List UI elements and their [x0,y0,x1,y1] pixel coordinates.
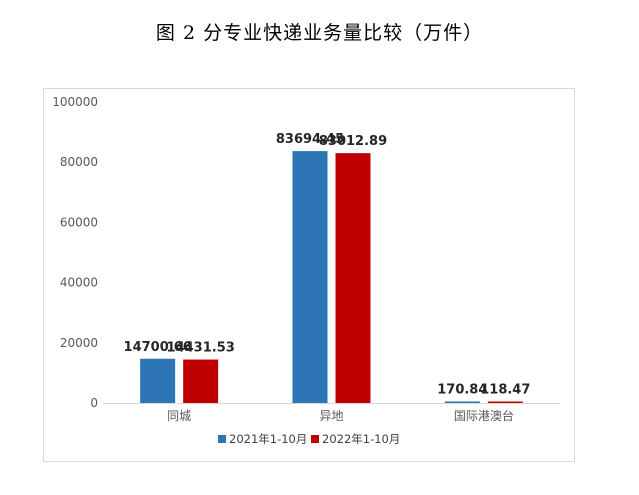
chart-frame [43,88,575,462]
data-label: 170.84 [437,383,487,398]
bar [292,151,328,403]
bar [140,358,176,403]
bar [335,153,371,403]
chart-title: 图 2 分专业快递业务量比较（万件） [155,22,484,44]
x-tick-label: 同城 [167,409,191,423]
legend-label: 2022年1-10月 [322,432,400,446]
data-label: 83012.89 [319,134,387,149]
bar [183,359,219,403]
bar [444,401,480,403]
legend-swatch [311,435,319,443]
y-tick-label: 20000 [60,336,98,350]
legend-label: 2021年1-10月 [229,432,307,446]
data-label: 14431.53 [167,341,235,356]
y-tick-label: 80000 [60,155,98,169]
legend-swatch [218,435,226,443]
y-tick-label: 0 [90,396,98,410]
bar [487,401,523,403]
y-tick-label: 100000 [52,95,98,109]
data-label: 83694.45 [276,132,344,147]
y-tick-label: 40000 [60,276,98,290]
data-label: 14700.66 [124,340,192,355]
data-label: 118.47 [480,383,530,398]
x-tick-label: 国际港澳台 [454,408,514,423]
x-tick-label: 异地 [319,409,343,423]
y-tick-label: 60000 [60,215,98,229]
